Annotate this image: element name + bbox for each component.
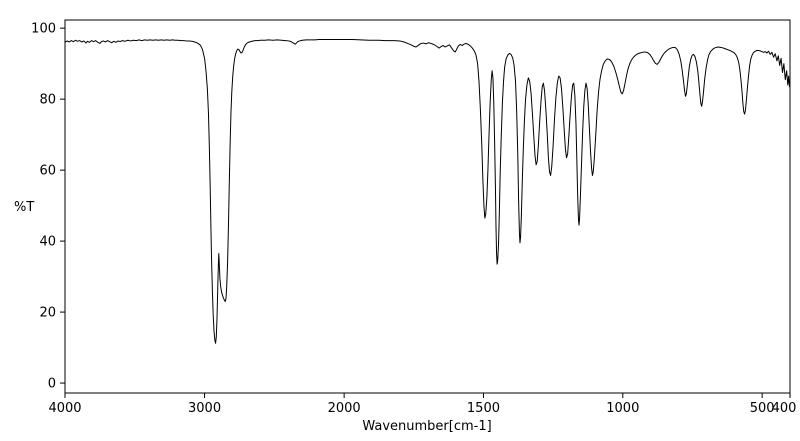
y-tick-label: 60 xyxy=(39,164,56,179)
x-tick-label: 500 xyxy=(750,401,775,416)
x-axis-label: Wavenumber[cm-1] xyxy=(362,419,491,434)
x-tick-label: 2000 xyxy=(328,401,361,416)
y-tick-label: 80 xyxy=(39,93,56,108)
plot-border xyxy=(64,19,791,394)
x-tick-label: 4000 xyxy=(48,401,81,416)
y-tick-label: 100 xyxy=(31,22,56,37)
spectrum-trace xyxy=(64,39,791,344)
y-tick-label: 20 xyxy=(39,306,56,321)
x-tick-label: 1500 xyxy=(467,401,500,416)
x-tick-label: 400 xyxy=(772,401,797,416)
x-tick-label: 3000 xyxy=(188,401,221,416)
y-tick-label: 40 xyxy=(39,235,56,250)
y-axis-label: %T xyxy=(14,200,34,215)
y-tick-label: 0 xyxy=(48,377,56,392)
x-tick-label: 1000 xyxy=(606,401,639,416)
